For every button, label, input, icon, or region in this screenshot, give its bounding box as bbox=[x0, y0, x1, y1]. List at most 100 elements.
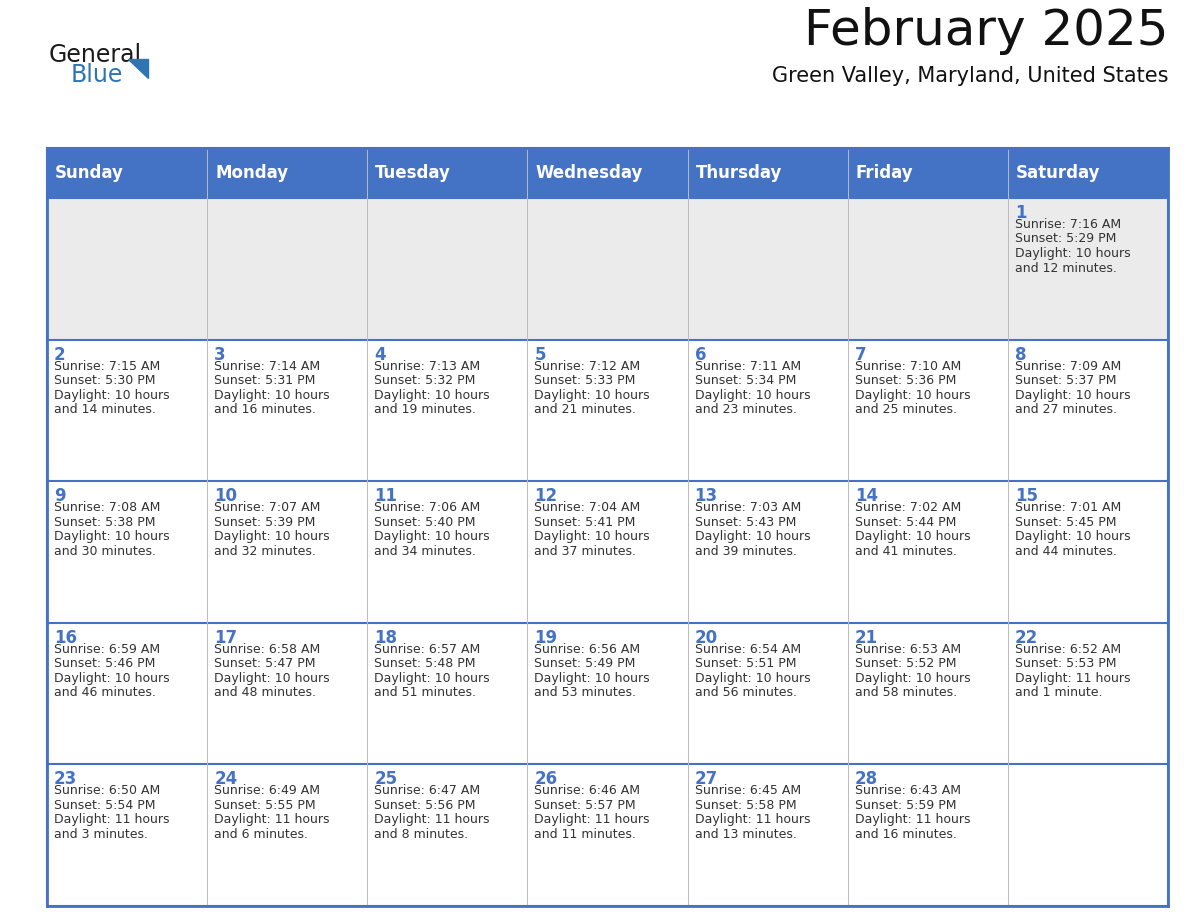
Text: Sunset: 5:48 PM: Sunset: 5:48 PM bbox=[374, 657, 475, 670]
Text: 12: 12 bbox=[535, 487, 557, 505]
Text: Daylight: 10 hours: Daylight: 10 hours bbox=[854, 672, 971, 685]
Text: 1: 1 bbox=[1015, 204, 1026, 222]
Text: and 44 minutes.: and 44 minutes. bbox=[1015, 544, 1117, 558]
Bar bbox=[48, 481, 1168, 622]
Text: 13: 13 bbox=[695, 487, 718, 505]
Text: and 56 minutes.: and 56 minutes. bbox=[695, 687, 797, 700]
Text: Sunrise: 6:53 AM: Sunrise: 6:53 AM bbox=[854, 643, 961, 655]
Text: Sunset: 5:37 PM: Sunset: 5:37 PM bbox=[1015, 375, 1117, 387]
Text: and 16 minutes.: and 16 minutes. bbox=[214, 403, 316, 416]
Text: Sunset: 5:43 PM: Sunset: 5:43 PM bbox=[695, 516, 796, 529]
Text: 3: 3 bbox=[214, 345, 226, 364]
Text: and 23 minutes.: and 23 minutes. bbox=[695, 403, 796, 416]
Text: Sunrise: 7:03 AM: Sunrise: 7:03 AM bbox=[695, 501, 801, 514]
Bar bbox=[48, 148, 1168, 198]
Text: Daylight: 11 hours: Daylight: 11 hours bbox=[53, 813, 170, 826]
Text: 26: 26 bbox=[535, 770, 557, 789]
Text: and 11 minutes.: and 11 minutes. bbox=[535, 828, 637, 841]
Text: Green Valley, Maryland, United States: Green Valley, Maryland, United States bbox=[771, 66, 1168, 86]
Text: Sunrise: 6:52 AM: Sunrise: 6:52 AM bbox=[1015, 643, 1121, 655]
Text: Sunset: 5:58 PM: Sunset: 5:58 PM bbox=[695, 799, 796, 812]
Text: Sunset: 5:46 PM: Sunset: 5:46 PM bbox=[53, 657, 156, 670]
Text: Sunset: 5:38 PM: Sunset: 5:38 PM bbox=[53, 516, 156, 529]
Text: and 39 minutes.: and 39 minutes. bbox=[695, 544, 796, 558]
Text: and 37 minutes.: and 37 minutes. bbox=[535, 544, 637, 558]
Text: 25: 25 bbox=[374, 770, 398, 789]
Text: Sunrise: 7:15 AM: Sunrise: 7:15 AM bbox=[53, 360, 160, 373]
Text: Wednesday: Wednesday bbox=[536, 164, 643, 182]
Text: Sunrise: 7:08 AM: Sunrise: 7:08 AM bbox=[53, 501, 160, 514]
Bar bbox=[48, 622, 1168, 765]
Text: and 48 minutes.: and 48 minutes. bbox=[214, 687, 316, 700]
Text: Sunset: 5:29 PM: Sunset: 5:29 PM bbox=[1015, 232, 1117, 245]
Text: and 51 minutes.: and 51 minutes. bbox=[374, 687, 476, 700]
Text: Tuesday: Tuesday bbox=[375, 164, 451, 182]
Text: Daylight: 10 hours: Daylight: 10 hours bbox=[695, 531, 810, 543]
Text: and 58 minutes.: and 58 minutes. bbox=[854, 687, 956, 700]
Text: Daylight: 10 hours: Daylight: 10 hours bbox=[695, 672, 810, 685]
Text: Sunrise: 7:13 AM: Sunrise: 7:13 AM bbox=[374, 360, 480, 373]
Text: and 27 minutes.: and 27 minutes. bbox=[1015, 403, 1117, 416]
Text: Daylight: 11 hours: Daylight: 11 hours bbox=[1015, 672, 1130, 685]
Text: 5: 5 bbox=[535, 345, 546, 364]
Text: Sunset: 5:51 PM: Sunset: 5:51 PM bbox=[695, 657, 796, 670]
Text: Sunrise: 7:09 AM: Sunrise: 7:09 AM bbox=[1015, 360, 1121, 373]
Text: and 16 minutes.: and 16 minutes. bbox=[854, 828, 956, 841]
Bar bbox=[48, 198, 1168, 340]
Text: Sunrise: 7:07 AM: Sunrise: 7:07 AM bbox=[214, 501, 321, 514]
Text: Sunrise: 6:56 AM: Sunrise: 6:56 AM bbox=[535, 643, 640, 655]
Text: and 12 minutes.: and 12 minutes. bbox=[1015, 262, 1117, 274]
Text: Sunrise: 6:43 AM: Sunrise: 6:43 AM bbox=[854, 784, 961, 798]
Text: Monday: Monday bbox=[215, 164, 289, 182]
Text: Daylight: 10 hours: Daylight: 10 hours bbox=[374, 388, 489, 401]
Text: Daylight: 10 hours: Daylight: 10 hours bbox=[1015, 531, 1131, 543]
Text: Sunset: 5:30 PM: Sunset: 5:30 PM bbox=[53, 375, 156, 387]
Text: Sunset: 5:45 PM: Sunset: 5:45 PM bbox=[1015, 516, 1117, 529]
Text: Daylight: 10 hours: Daylight: 10 hours bbox=[374, 531, 489, 543]
Text: and 32 minutes.: and 32 minutes. bbox=[214, 544, 316, 558]
Text: 8: 8 bbox=[1015, 345, 1026, 364]
Text: Daylight: 10 hours: Daylight: 10 hours bbox=[854, 388, 971, 401]
Text: Sunset: 5:47 PM: Sunset: 5:47 PM bbox=[214, 657, 316, 670]
Text: and 1 minute.: and 1 minute. bbox=[1015, 687, 1102, 700]
Text: 16: 16 bbox=[53, 629, 77, 647]
Text: Blue: Blue bbox=[71, 63, 124, 87]
Text: Daylight: 10 hours: Daylight: 10 hours bbox=[214, 388, 330, 401]
Text: Sunrise: 6:50 AM: Sunrise: 6:50 AM bbox=[53, 784, 160, 798]
Text: and 14 minutes.: and 14 minutes. bbox=[53, 403, 156, 416]
Text: 22: 22 bbox=[1015, 629, 1038, 647]
Text: 24: 24 bbox=[214, 770, 238, 789]
Text: and 3 minutes.: and 3 minutes. bbox=[53, 828, 148, 841]
Text: and 13 minutes.: and 13 minutes. bbox=[695, 828, 796, 841]
Text: Daylight: 11 hours: Daylight: 11 hours bbox=[695, 813, 810, 826]
Text: 27: 27 bbox=[695, 770, 718, 789]
Text: Sunset: 5:59 PM: Sunset: 5:59 PM bbox=[854, 799, 956, 812]
Text: Sunrise: 7:16 AM: Sunrise: 7:16 AM bbox=[1015, 218, 1121, 231]
Text: and 30 minutes.: and 30 minutes. bbox=[53, 544, 156, 558]
Text: Sunset: 5:41 PM: Sunset: 5:41 PM bbox=[535, 516, 636, 529]
Text: Sunrise: 7:02 AM: Sunrise: 7:02 AM bbox=[854, 501, 961, 514]
Text: Sunrise: 6:45 AM: Sunrise: 6:45 AM bbox=[695, 784, 801, 798]
Text: Sunrise: 7:04 AM: Sunrise: 7:04 AM bbox=[535, 501, 640, 514]
Text: Sunrise: 7:14 AM: Sunrise: 7:14 AM bbox=[214, 360, 321, 373]
Text: Sunrise: 7:11 AM: Sunrise: 7:11 AM bbox=[695, 360, 801, 373]
Text: Daylight: 10 hours: Daylight: 10 hours bbox=[53, 388, 170, 401]
Text: Daylight: 11 hours: Daylight: 11 hours bbox=[854, 813, 971, 826]
Text: Daylight: 10 hours: Daylight: 10 hours bbox=[374, 672, 489, 685]
Text: Sunrise: 6:58 AM: Sunrise: 6:58 AM bbox=[214, 643, 321, 655]
Text: Daylight: 10 hours: Daylight: 10 hours bbox=[53, 531, 170, 543]
Text: Daylight: 10 hours: Daylight: 10 hours bbox=[214, 531, 330, 543]
Text: and 34 minutes.: and 34 minutes. bbox=[374, 544, 476, 558]
Text: Sunset: 5:34 PM: Sunset: 5:34 PM bbox=[695, 375, 796, 387]
Text: Sunset: 5:52 PM: Sunset: 5:52 PM bbox=[854, 657, 956, 670]
Bar bbox=[48, 765, 1168, 906]
Text: Daylight: 10 hours: Daylight: 10 hours bbox=[854, 531, 971, 543]
Text: 9: 9 bbox=[53, 487, 65, 505]
Text: 19: 19 bbox=[535, 629, 557, 647]
Text: 15: 15 bbox=[1015, 487, 1038, 505]
Text: Daylight: 10 hours: Daylight: 10 hours bbox=[535, 672, 650, 685]
Text: Sunrise: 6:54 AM: Sunrise: 6:54 AM bbox=[695, 643, 801, 655]
Text: Sunrise: 6:59 AM: Sunrise: 6:59 AM bbox=[53, 643, 160, 655]
Text: 4: 4 bbox=[374, 345, 386, 364]
Text: and 41 minutes.: and 41 minutes. bbox=[854, 544, 956, 558]
